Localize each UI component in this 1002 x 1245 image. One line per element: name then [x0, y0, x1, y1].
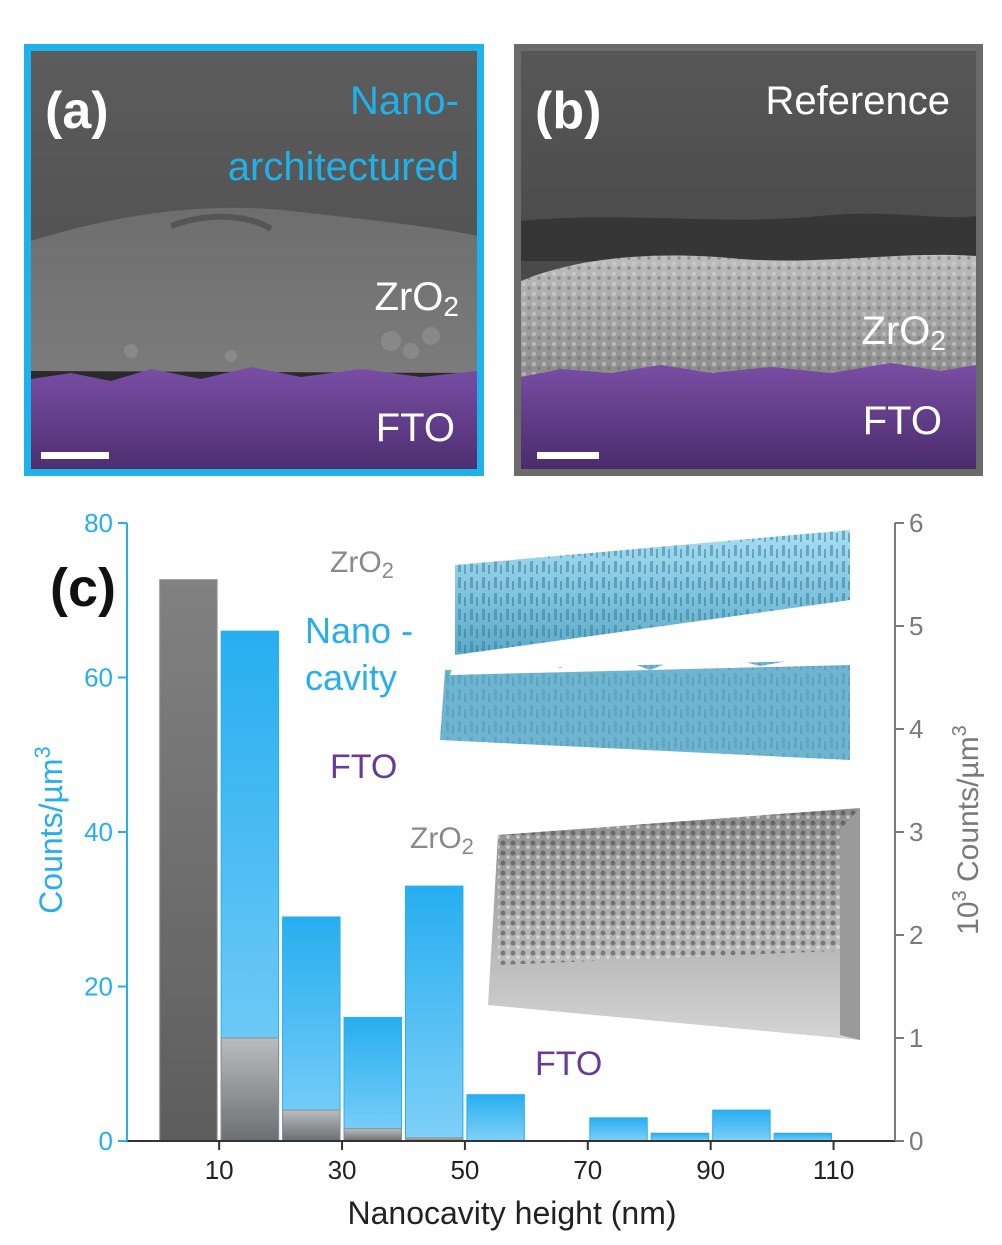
inset-bottom-fto-label: FTO: [535, 1045, 602, 1083]
y-left-tick-label: 40: [84, 817, 113, 847]
bar-blue: [466, 1094, 525, 1142]
scale-bar-b: [537, 452, 599, 459]
bar-blue: [404, 885, 464, 1142]
inset-3d-nano-architectured: [440, 530, 850, 760]
bar-blue: [712, 1109, 771, 1142]
plot-area: 10 30 50 70 90 110 0 20 40 60 80 0 1 2 3 4 5 6: [84, 508, 923, 1185]
histogram-chart: 10 30 50 70 90 110 0 20 40 60 80 0 1 2 3 4 5 6 (c) ZrO2 N…: [30, 508, 985, 1231]
y-axis-right-title: 103 Counts/µm3: [949, 725, 985, 935]
y-right-tick-label: 5: [909, 611, 923, 641]
panel-c-label: (c): [50, 558, 116, 618]
bar-blue: [282, 916, 341, 1142]
bar-gray: [220, 1037, 280, 1142]
y-right-tick-label: 4: [909, 714, 923, 744]
panel-a-zro2-label: ZrO2: [374, 275, 459, 323]
inset-nanocavity-line1: Nano -: [305, 610, 413, 651]
y-left-tick-label: 60: [84, 663, 113, 693]
y-right-tick-label: 6: [909, 508, 923, 538]
panel-a-fto-label: FTO: [375, 406, 455, 450]
x-tick-label: 50: [450, 1155, 479, 1185]
bar-blue: [773, 1132, 833, 1142]
panel-a-label: (a): [45, 82, 109, 140]
y-axis-left-title: Counts/µm3: [30, 746, 69, 914]
bar-gray: [343, 1128, 402, 1142]
sem-image-b: [521, 51, 976, 469]
y-left-tick-label: 80: [84, 508, 113, 538]
inset-3d-reference: [488, 808, 860, 1040]
sem-panel-reference: (b) Reference ZrO2 FTO: [514, 44, 983, 476]
y-right-tick-label: 0: [909, 1126, 923, 1156]
panel-b-zro2-label: ZrO2: [861, 309, 946, 357]
bar-gray: [282, 1109, 341, 1142]
inset-top-fto-label: FTO: [330, 748, 397, 786]
y-right-tick-label: 1: [909, 1023, 923, 1053]
x-tick-label: 10: [205, 1155, 234, 1185]
panel-b-title: Reference: [765, 79, 950, 123]
inset-bottom-zro2-label: ZrO2: [410, 822, 474, 859]
panel-b-label: (b): [535, 82, 602, 140]
x-tick-label: 30: [328, 1155, 357, 1185]
bar-gray: [159, 579, 218, 1142]
inset-top-zro2-label: ZrO2: [330, 546, 394, 583]
x-axis-title: Nanocavity height (nm): [347, 1195, 676, 1231]
bar-blue: [343, 1016, 402, 1142]
y-right-tick-label: 2: [909, 920, 923, 950]
scale-bar-a: [41, 452, 109, 459]
sem-panel-nano-architectured: (a) Nano- architectured ZrO2 FTO: [24, 44, 484, 476]
inset-nanocavity-line2: cavity: [305, 657, 397, 698]
panel-a-title-line2: architectured: [227, 145, 459, 189]
x-tick-label: 70: [573, 1155, 602, 1185]
y-right-tick-label: 3: [909, 817, 923, 847]
x-tick-label: 90: [696, 1155, 725, 1185]
y-left-tick-label: 20: [84, 972, 113, 1002]
panel-a-title-line1: Nano-: [350, 79, 459, 123]
bar-blue: [589, 1117, 648, 1142]
x-tick-label: 110: [813, 1155, 854, 1185]
bar-blue: [650, 1132, 710, 1142]
y-left-tick-label: 0: [99, 1126, 113, 1156]
sem-image-a: [31, 51, 477, 469]
panel-b-fto-label: FTO: [862, 399, 942, 443]
